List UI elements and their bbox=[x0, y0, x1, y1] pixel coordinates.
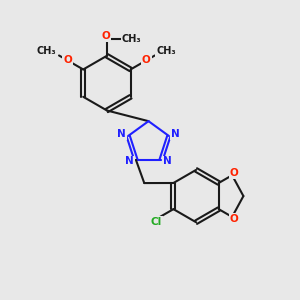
Text: N: N bbox=[163, 156, 172, 167]
Text: CH₃: CH₃ bbox=[156, 46, 176, 56]
Text: N: N bbox=[125, 156, 134, 167]
Text: O: O bbox=[142, 55, 151, 65]
Text: O: O bbox=[63, 55, 72, 65]
Text: CH₃: CH₃ bbox=[36, 46, 56, 56]
Text: Cl: Cl bbox=[151, 217, 162, 226]
Text: CH₃: CH₃ bbox=[122, 34, 141, 44]
Text: N: N bbox=[117, 130, 126, 140]
Text: N: N bbox=[171, 130, 180, 140]
Text: O: O bbox=[101, 32, 110, 41]
Text: O: O bbox=[230, 169, 238, 178]
Text: O: O bbox=[230, 214, 238, 224]
